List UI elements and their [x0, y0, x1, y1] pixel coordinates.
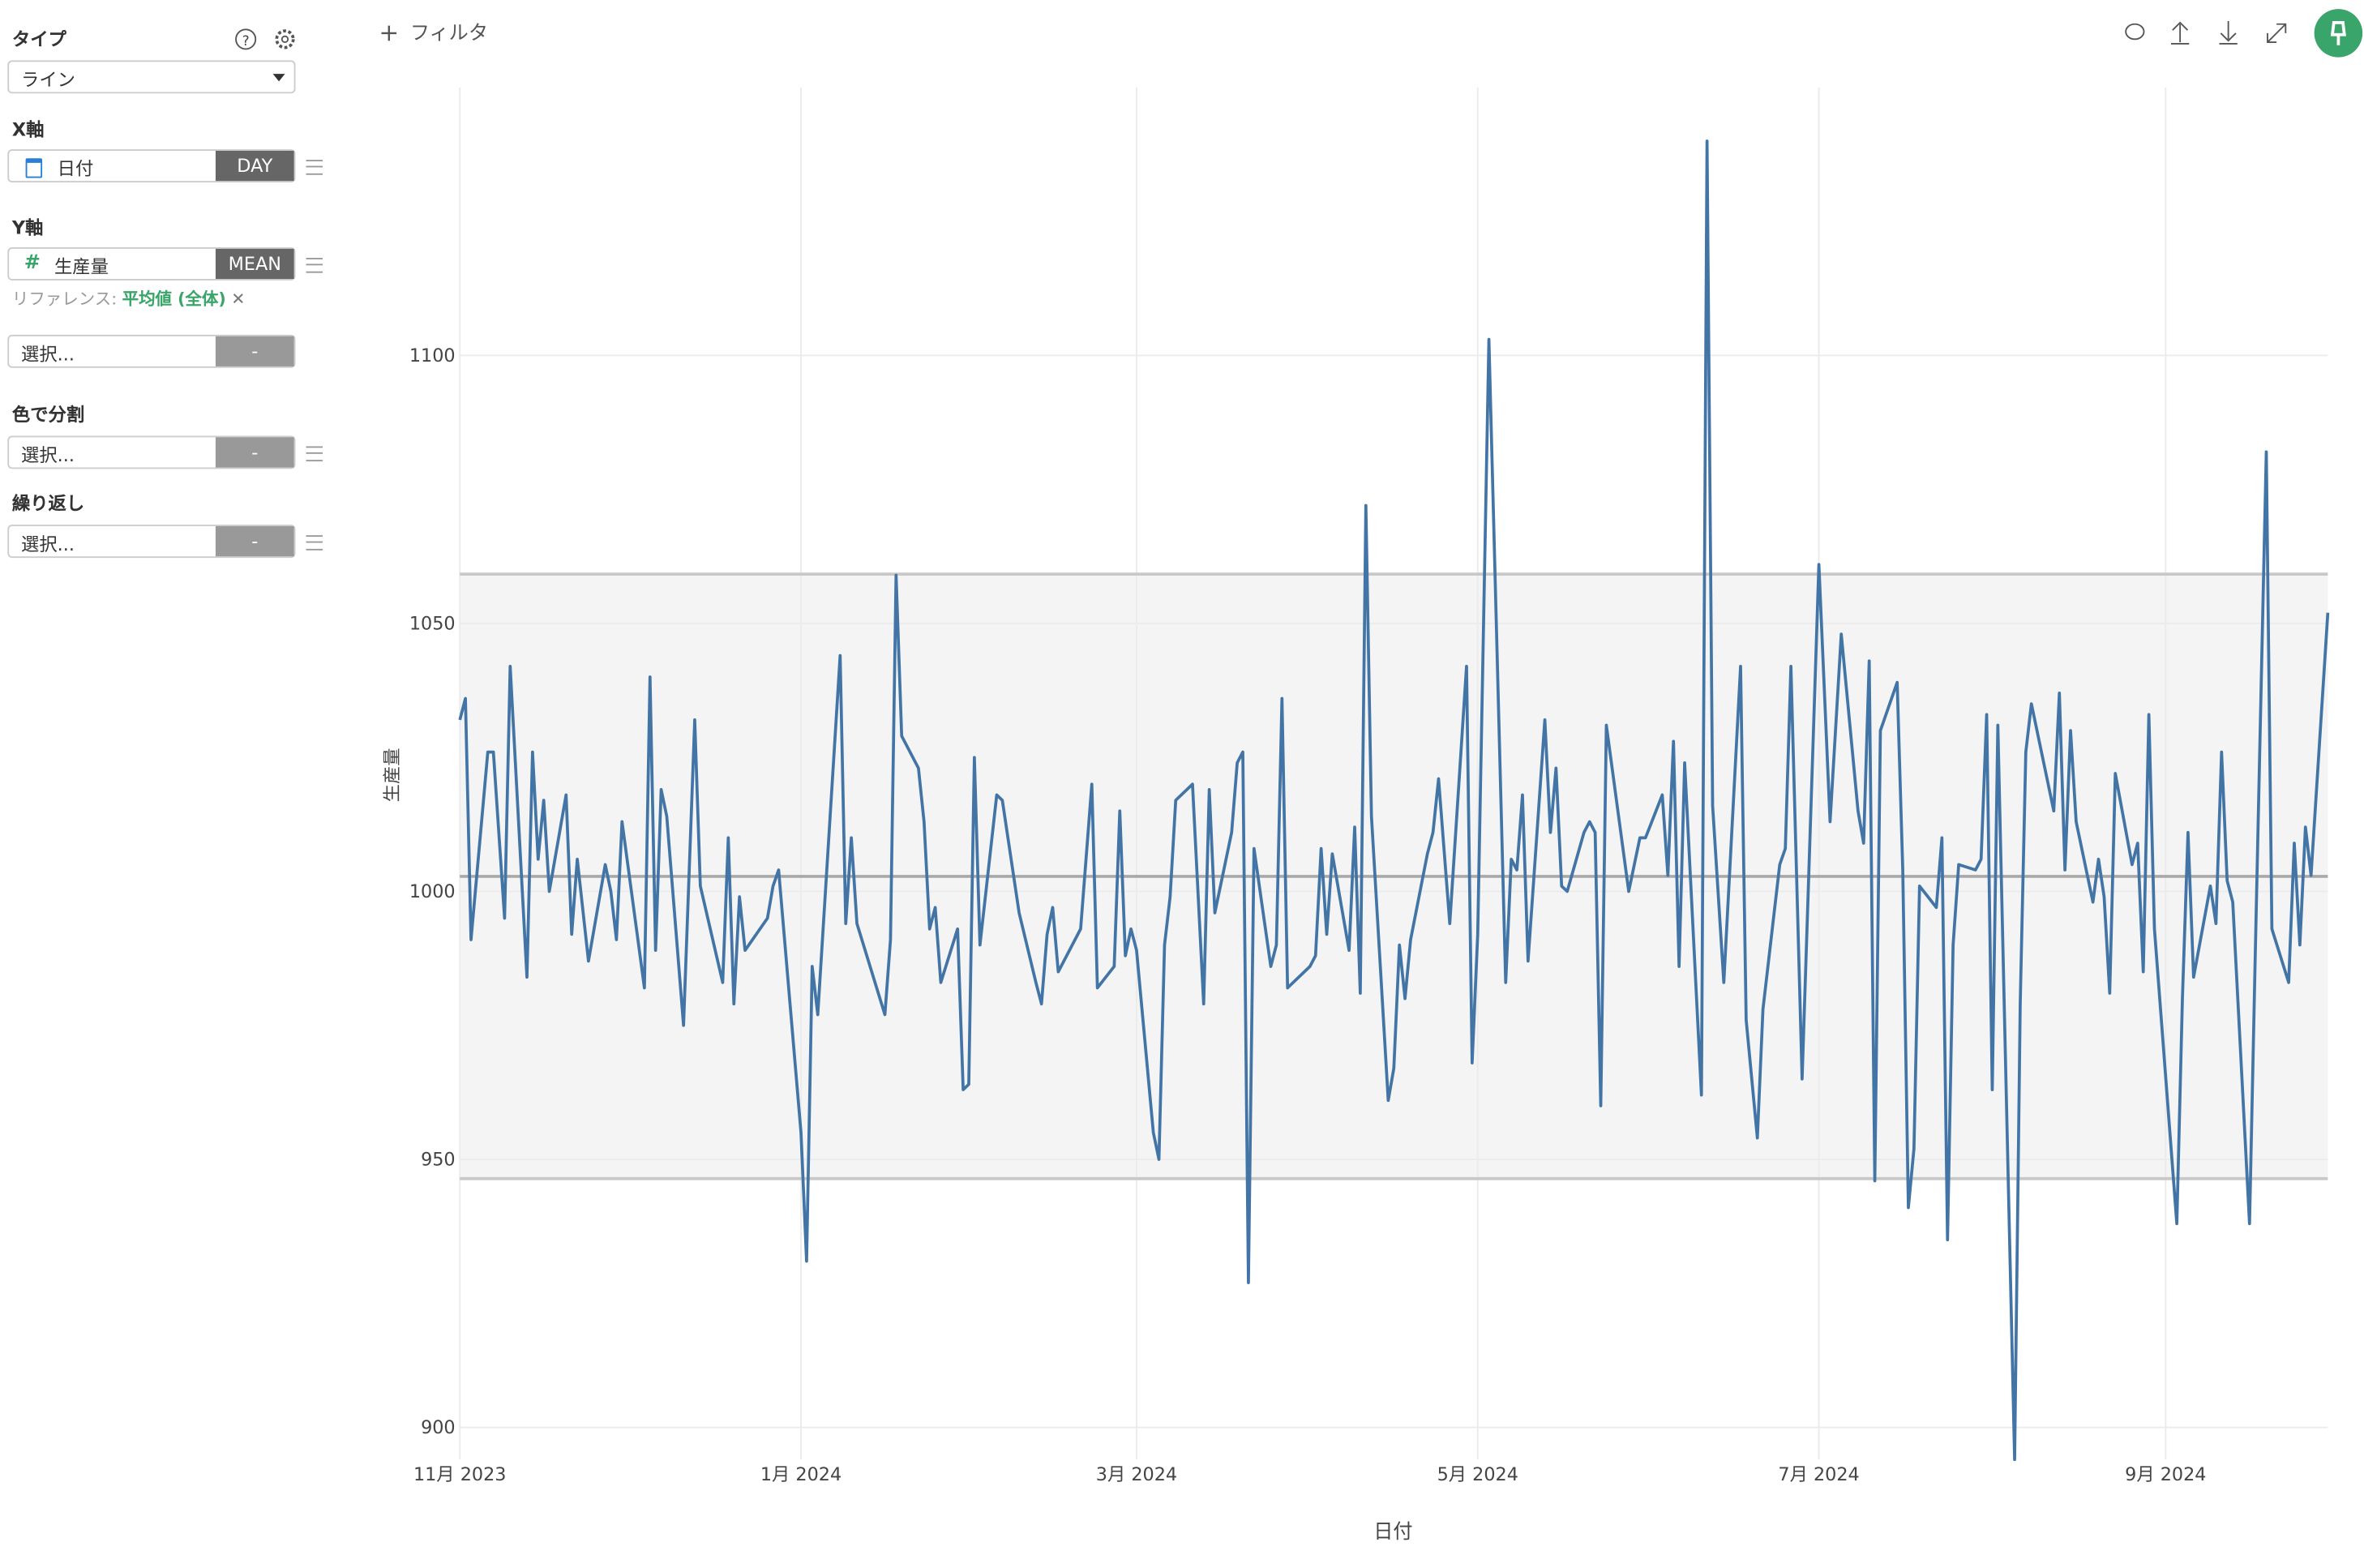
y-axis-title: 生産量	[382, 748, 403, 802]
reference: リファレンス: 平均値 (全体) ✕	[12, 286, 246, 311]
export-icon[interactable]	[2170, 21, 2190, 45]
sidebar-icons: ?	[235, 28, 295, 50]
color-menu[interactable]	[306, 446, 323, 462]
y-tick-label: 1000	[409, 881, 456, 902]
repeat-menu[interactable]	[306, 535, 323, 551]
help-mark: ?	[242, 32, 250, 49]
repeat-label: 繰り返し	[11, 493, 85, 515]
x-agg[interactable]: DAY	[215, 150, 294, 182]
x-tick-label: 3月 2024	[1096, 1464, 1177, 1485]
color-label: 色で分割	[11, 404, 85, 426]
x-tick-label: 9月 2024	[2125, 1464, 2206, 1485]
x-tick-label: 7月 2024	[1778, 1464, 1859, 1485]
repeat-select[interactable]: 選択... -	[7, 525, 296, 559]
x-field[interactable]: 日付 DAY	[7, 149, 296, 183]
y-field[interactable]: # 生産量 MEAN	[7, 246, 296, 281]
x-tick-label: 11月 2023	[413, 1464, 507, 1485]
reference-remove[interactable]: ✕	[231, 289, 246, 310]
plot	[458, 87, 2330, 1462]
y-tick-label: 1050	[409, 613, 456, 634]
filter-button[interactable]: フィルタ	[410, 21, 488, 44]
x-axis-label: X軸	[11, 118, 45, 140]
reference-prefix: リファレンス:	[11, 289, 118, 310]
y-agg[interactable]: MEAN	[215, 248, 294, 280]
y-field-name: 生産量	[54, 256, 109, 278]
repeat-agg[interactable]: -	[215, 526, 294, 557]
x-tick-label: 5月 2024	[1437, 1464, 1518, 1485]
caret	[272, 74, 285, 88]
pin-icon	[2330, 21, 2346, 45]
extra-agg[interactable]: -	[215, 336, 294, 366]
color-select[interactable]: 選択... -	[7, 435, 296, 469]
expand-icon[interactable]	[2267, 23, 2287, 44]
type-label: タイプ	[11, 28, 66, 50]
reference-value[interactable]: 平均値 (全体)	[122, 289, 226, 310]
x-axis-title: 日付	[1373, 1520, 1412, 1543]
download-icon[interactable]	[2219, 21, 2238, 45]
number-icon: #	[24, 251, 41, 275]
type-select[interactable]: ライン	[7, 60, 296, 94]
repeat-placeholder: 選択...	[21, 533, 75, 555]
x-field-name: 日付	[57, 158, 94, 180]
y-tick-label: 900	[421, 1417, 456, 1438]
settings-center	[281, 35, 289, 44]
toolbar: フィルタ	[381, 9, 2363, 58]
extra-select[interactable]: 選択... -	[7, 334, 296, 368]
help-icon[interactable]	[235, 28, 257, 50]
color-placeholder: 選択...	[21, 444, 75, 466]
y-tick-label: 1100	[409, 345, 456, 366]
calendar-icon	[25, 158, 43, 178]
y-tick-label: 950	[421, 1149, 456, 1170]
extra-placeholder: 選択...	[21, 344, 75, 366]
y-axis-label: Y軸	[11, 216, 44, 238]
x-menu[interactable]	[306, 160, 323, 175]
y-menu[interactable]	[306, 258, 323, 273]
plus-icon[interactable]	[381, 25, 397, 41]
data-line	[458, 139, 2330, 1462]
settings-icon[interactable]	[275, 29, 295, 49]
x-tick-label: 1月 2024	[760, 1464, 842, 1485]
color-agg[interactable]: -	[215, 437, 294, 468]
comment-icon[interactable]	[2125, 23, 2145, 41]
type-value: ライン	[21, 69, 76, 91]
